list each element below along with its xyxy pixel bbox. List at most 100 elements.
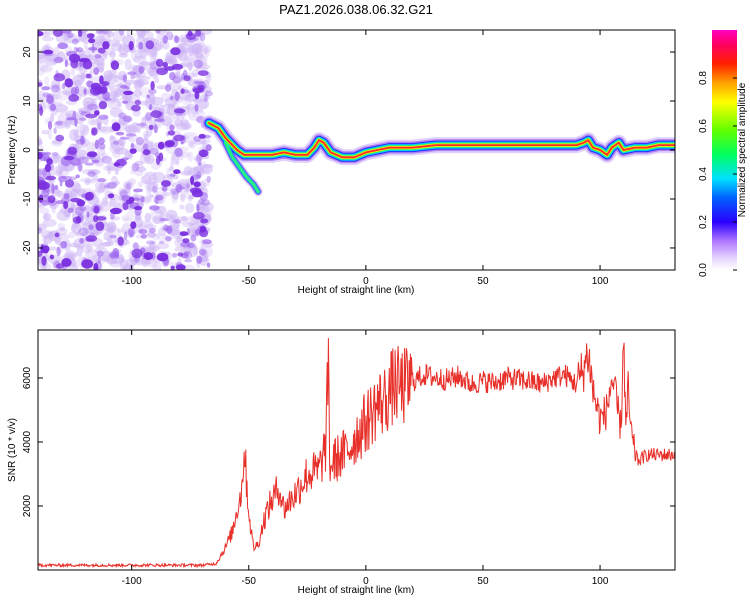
noise-speckle — [181, 216, 188, 221]
noise-speckle — [119, 259, 127, 270]
noise-speckle — [203, 46, 208, 55]
noise-speckle — [101, 152, 108, 160]
spectrogram-x-label: Height of straight line (km) — [298, 285, 415, 296]
noise-speckle — [54, 184, 59, 191]
noise-speckle — [188, 196, 193, 203]
x-tick-label: -50 — [242, 576, 257, 587]
noise-speckle — [128, 178, 137, 186]
noise-speckle — [118, 254, 125, 264]
noise-speckle — [114, 167, 119, 176]
snr-x-label: Height of straight line (km) — [298, 585, 415, 596]
noise-blob — [167, 130, 176, 136]
noise-speckle — [146, 142, 160, 150]
noise-speckle — [47, 127, 53, 140]
noise-speckle — [91, 41, 106, 46]
noise-speckle — [109, 84, 115, 92]
noise-speckle — [109, 234, 117, 239]
noise-speckle — [201, 178, 210, 187]
noise-speckle — [38, 90, 46, 102]
noise-blob — [142, 149, 151, 156]
noise-speckle — [92, 97, 98, 107]
noise-blob — [38, 82, 43, 87]
noise-speckle — [145, 111, 152, 122]
noise-speckle — [166, 167, 171, 179]
noise-blob — [98, 100, 108, 110]
noise-speckle — [83, 204, 92, 214]
noise-speckle — [134, 51, 147, 60]
noise-speckle — [174, 246, 183, 252]
noise-blob — [42, 49, 54, 55]
noise-blob — [156, 67, 169, 76]
noise-speckle — [49, 103, 57, 112]
noise-speckle — [139, 121, 148, 129]
noise-speckle — [181, 122, 192, 130]
noise-speckle — [107, 166, 112, 175]
noise-speckle — [162, 35, 168, 44]
noise-speckle — [109, 134, 115, 146]
noise-speckle — [60, 240, 68, 249]
noise-speckle — [112, 30, 125, 42]
noise-speckle — [154, 190, 163, 196]
noise-speckle — [180, 191, 186, 201]
noise-speckle — [136, 126, 141, 134]
noise-speckle — [199, 94, 211, 101]
noise-speckle — [198, 248, 207, 256]
ridge-band — [208, 122, 675, 159]
noise-speckle — [87, 118, 96, 126]
noise-speckle — [180, 151, 190, 158]
noise-speckle — [88, 224, 94, 231]
noise-speckle — [96, 30, 103, 34]
snr-panel: -100 -50 0 50 100 2000 4000 6000 Height of str… — [7, 329, 676, 596]
noise-speckle — [148, 258, 158, 268]
noise-speckle — [38, 54, 48, 64]
noise-speckle — [118, 188, 126, 197]
noise-speckle — [83, 88, 87, 95]
noise-speckle — [124, 183, 131, 195]
noise-speckle — [176, 71, 181, 76]
noise-speckle — [106, 181, 118, 189]
noise-speckle — [164, 52, 173, 62]
noise-speckle — [185, 216, 198, 226]
x-tick-label: 100 — [592, 576, 609, 587]
noise-speckle — [97, 254, 102, 264]
noise-blob — [82, 59, 93, 70]
noise-speckle — [135, 234, 143, 239]
noise-speckle — [41, 86, 50, 91]
noise-speckle — [100, 242, 112, 247]
noise-speckle — [196, 255, 203, 264]
noise-speckle — [148, 104, 153, 111]
noise-speckle — [80, 135, 85, 146]
noise-speckle — [38, 62, 49, 71]
noise-speckle — [202, 202, 214, 213]
noise-blob — [55, 134, 65, 142]
noise-blob — [93, 205, 100, 214]
noise-speckle — [141, 117, 146, 128]
noise-speckle — [109, 93, 116, 105]
noise-speckle — [63, 252, 75, 259]
noise-blob — [170, 265, 175, 270]
noise-speckle — [143, 154, 155, 165]
noise-speckle — [79, 237, 84, 244]
noise-speckle — [193, 59, 203, 69]
colorbar-tick-label: 0.8 — [698, 71, 709, 85]
noise-speckle — [38, 168, 43, 177]
noise-speckle — [80, 72, 86, 82]
noise-speckle — [107, 97, 120, 110]
noise-speckle — [59, 227, 66, 232]
noise-speckle — [203, 93, 208, 102]
noise-speckle — [171, 252, 178, 258]
noise-speckle — [161, 191, 172, 197]
x-tick-label: 50 — [477, 276, 489, 287]
snr-y-axis: 2000 4000 6000 — [22, 366, 675, 517]
noise-speckle — [165, 236, 172, 242]
noise-speckle — [93, 187, 101, 196]
noise-speckle — [102, 196, 108, 207]
noise-speckle — [165, 55, 177, 65]
noise-speckle — [71, 220, 77, 233]
noise-blob — [113, 162, 121, 167]
noise-speckle — [135, 136, 144, 146]
noise-speckle — [53, 127, 57, 134]
noise-speckle — [197, 156, 202, 165]
noise-speckle — [169, 124, 175, 131]
noise-blob — [125, 199, 133, 205]
